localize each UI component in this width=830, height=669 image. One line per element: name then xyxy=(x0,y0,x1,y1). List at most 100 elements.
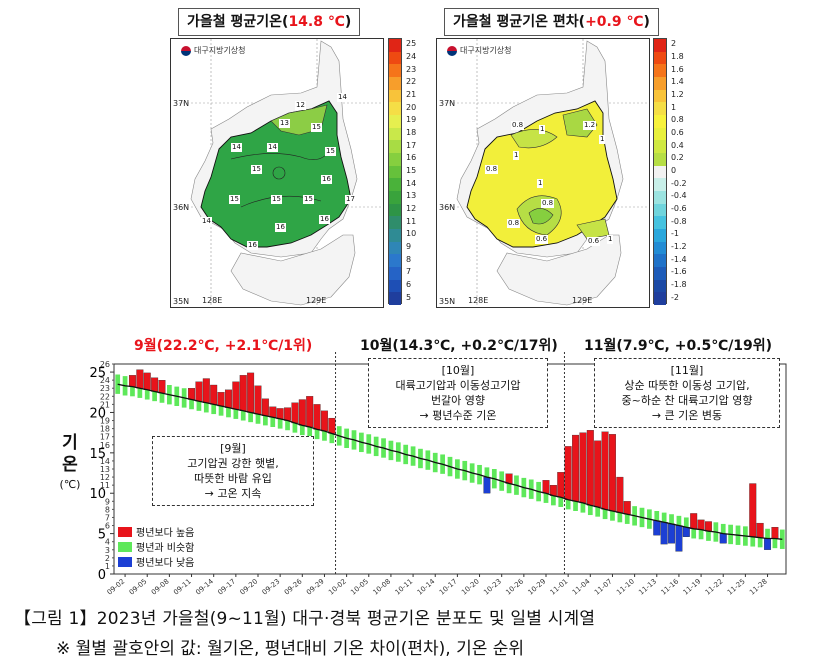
daily-anomaly-bar xyxy=(291,402,299,424)
daily-anomaly-bar xyxy=(217,392,225,407)
contour-label: 15 xyxy=(271,195,282,204)
daily-anomaly-bar xyxy=(261,398,269,416)
y-minor-tick-label: 9 xyxy=(105,497,110,506)
daily-anomaly-bar xyxy=(675,525,683,552)
daily-anomaly-bar xyxy=(188,388,196,400)
colorbar-segment xyxy=(389,127,401,141)
colorbar-label: -2 xyxy=(671,292,679,302)
lon-label: 129E xyxy=(572,296,593,305)
figure-caption: 【그림 1】2023년 가을철(9~11월) 대구·경북 평균기온 분포도 및 … xyxy=(14,609,596,629)
legend-item-normal: 평년과 비슷함 xyxy=(118,539,194,554)
avg-temp-map-panel: 가을철 평균기온(14.8 ℃) 대구지방기상청 37N 36N 35N 12 … xyxy=(170,8,384,308)
y-minor-tick-label: 3 xyxy=(105,546,110,555)
colorbar-label: 18 xyxy=(406,128,417,137)
colorbar-label: 1.6 xyxy=(671,64,684,74)
colorbar-label: 0.2 xyxy=(671,153,684,163)
x-tick-label: 09-17 xyxy=(216,577,237,596)
contour-label: 13 xyxy=(279,119,290,128)
legend-swatch-normal xyxy=(118,541,132,552)
contour-label: 15 xyxy=(311,123,322,132)
y-axis-unit: (℃) xyxy=(59,478,81,491)
x-tick-label: 09-23 xyxy=(261,577,282,596)
contour-label: 1 xyxy=(599,135,606,144)
daily-anomaly-bar xyxy=(564,446,572,500)
y-tick-label: 20 xyxy=(89,406,106,421)
x-tick-label: 11-28 xyxy=(748,577,769,596)
colorbar-segment xyxy=(389,64,401,78)
lat-label: 36N xyxy=(439,203,456,212)
colorbar-label: 6 xyxy=(406,280,412,289)
colorbar-segment xyxy=(654,140,666,154)
temp-anomaly-colorbar xyxy=(653,38,667,306)
y-minor-tick-label: 17 xyxy=(100,433,110,442)
y-minor-tick-label: 11 xyxy=(100,481,110,490)
temp-anomaly-map: 대구지방기상청 37N 36N 35N 0.8 1 1.2 1 1 0.8 1 … xyxy=(436,38,650,308)
legend-swatch-high xyxy=(118,526,132,537)
colorbar-segment xyxy=(654,115,666,129)
avg-temp-map: 대구지방기상청 37N 36N 35N 12 13 14 15 14 14 15… xyxy=(170,38,384,308)
daily-anomaly-bar xyxy=(195,381,203,402)
lat-label: 35N xyxy=(173,297,190,306)
daily-anomaly-bar xyxy=(764,538,772,550)
contour-label: 17 xyxy=(345,195,356,204)
colorbar-segment xyxy=(654,254,666,268)
lon-label: 128E xyxy=(468,296,489,305)
colorbar-segment xyxy=(654,216,666,230)
colorbar-label: 19 xyxy=(406,115,417,125)
colorbar-segment xyxy=(389,77,401,91)
contour-label: 0.8 xyxy=(507,219,521,228)
colorbar-label: 1 xyxy=(671,102,677,112)
september-note: [9월] 고기압권 강한 햇볕, 따뜻한 바람 유입 → 고온 지속 xyxy=(152,436,314,506)
colorbar-label: 15 xyxy=(406,166,417,175)
colorbar-label: 9 xyxy=(406,242,412,251)
x-tick-label: 09-02 xyxy=(106,577,127,596)
avg-temp-map-title: 가을철 평균기온(14.8 ℃) xyxy=(178,8,361,36)
colorbar-label: -0.6 xyxy=(671,204,687,213)
colorbar-segment xyxy=(654,229,666,243)
x-tick-label: 09-05 xyxy=(128,577,149,596)
lat-label: 37N xyxy=(439,99,456,108)
lon-label: 128E xyxy=(202,296,223,305)
y-minor-tick-label: 18 xyxy=(100,425,110,434)
contour-label: 1.2 xyxy=(583,121,597,130)
colorbar-segment xyxy=(389,115,401,129)
colorbar-label: 1.4 xyxy=(671,77,684,87)
colorbar-segment xyxy=(654,292,666,306)
y-minor-tick-label: 1 xyxy=(105,562,110,571)
contour-label: 14 xyxy=(337,93,348,102)
daily-anomaly-bar xyxy=(756,522,764,538)
daily-anomaly-bar xyxy=(697,519,705,530)
normal-range-bar xyxy=(115,374,121,394)
daily-anomaly-bar xyxy=(276,408,284,420)
x-tick-label: 11-19 xyxy=(682,577,703,596)
contour-label: 16 xyxy=(319,215,330,224)
x-tick-label: 10-29 xyxy=(527,577,548,596)
y-minor-tick-label: 2 xyxy=(105,554,110,563)
daily-anomaly-bar xyxy=(594,440,602,508)
avg-temp-colorbar xyxy=(388,38,402,306)
x-tick-label: 09-08 xyxy=(150,577,171,596)
daily-anomaly-bar xyxy=(143,372,151,390)
colorbar-segment xyxy=(389,279,401,293)
x-tick-label: 11-10 xyxy=(615,577,636,596)
colorbar-label: 0 xyxy=(671,166,677,175)
colorbar-label: 0.4 xyxy=(671,140,684,150)
x-tick-label: 09-26 xyxy=(283,577,304,597)
daily-anomaly-bar xyxy=(313,404,321,430)
contour-label: 15 xyxy=(229,195,240,204)
colorbar-segment xyxy=(654,241,666,255)
daily-anomaly-bar xyxy=(601,431,609,510)
daily-anomaly-bar xyxy=(608,434,616,512)
y-minor-tick-label: 4 xyxy=(105,538,110,547)
colorbar-segment xyxy=(389,203,401,217)
lat-label: 36N xyxy=(173,203,190,212)
kma-logo-icon xyxy=(181,45,191,56)
colorbar-segment xyxy=(389,191,401,205)
colorbar-label: 17 xyxy=(406,140,417,150)
normal-range-bar xyxy=(779,529,785,549)
avg-temp-map-svg xyxy=(179,39,383,307)
contour-label: 1 xyxy=(537,179,544,188)
contour-label: 0.8 xyxy=(485,165,499,174)
colorbar-segment xyxy=(654,77,666,91)
x-tick-label: 10-17 xyxy=(438,577,459,596)
